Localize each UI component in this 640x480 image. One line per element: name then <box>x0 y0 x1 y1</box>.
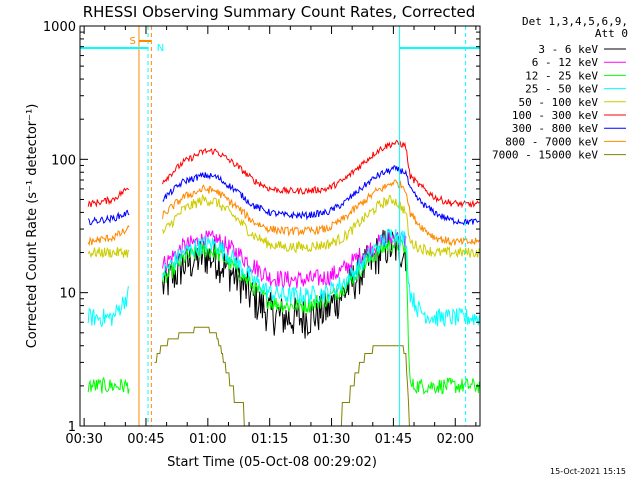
y-tick-label-2: 100 <box>51 153 76 168</box>
series-line-4-seg-0 <box>87 246 130 259</box>
plot-area <box>87 139 480 426</box>
legend-header-1: Det 1,3,4,5,6,9, <box>522 15 628 28</box>
footer-timestamp: 15-Oct-2021 15:15 <box>550 467 626 476</box>
series-line-7-seg-0 <box>87 224 130 247</box>
y-tick-label-1: 10 <box>59 287 76 302</box>
x-tick-label-4: 01:30 <box>313 432 350 447</box>
legend-label-0: 3 - 6 keV <box>538 43 598 56</box>
legend-label-7: 800 - 7000 keV <box>505 135 598 148</box>
legend-label-1: 6 - 12 keV <box>532 56 599 69</box>
x-tick-label-3: 01:15 <box>251 432 288 447</box>
y-tick-label-3: 1000 <box>43 20 76 35</box>
chart-title: RHESSI Observing Summary Count Rates, Co… <box>83 3 476 21</box>
series-line-7-seg-1 <box>162 179 480 247</box>
x-tick-label-2: 01:00 <box>189 432 226 447</box>
legend-label-6: 300 - 800 keV <box>512 122 598 135</box>
legend-label-3: 25 - 50 keV <box>525 83 598 96</box>
series-line-2-seg-0 <box>87 376 130 394</box>
legend-label-2: 12 - 25 keV <box>525 69 598 82</box>
series-line-4-seg-1 <box>162 193 480 259</box>
series-line-1-seg-0 <box>162 230 407 290</box>
series-line-3-seg-1 <box>162 228 480 327</box>
x-axis-label: Start Time (05-Oct-08 00:29:02) <box>167 455 377 470</box>
y-tick-label-0: 1 <box>68 420 76 435</box>
series-line-6-seg-0 <box>87 209 130 226</box>
series-line-2-seg-1 <box>162 236 480 395</box>
marker-layer: SN <box>80 26 480 426</box>
plot-frame <box>79 25 481 427</box>
legend-header-2: Att 0 <box>595 27 628 40</box>
tick-layer: 00:30 00:45 01:00 01:15 01:30 01:45 02:00 1 10 10… <box>43 20 480 447</box>
legend-label-4: 50 - 100 keV <box>519 96 599 109</box>
series-line-8-seg-0 <box>154 326 480 426</box>
x-tick-label-1: 00:45 <box>127 432 164 447</box>
series-line-5-seg-0 <box>87 187 130 208</box>
y-axis-label: Corrected Count Rate (s⁻¹ detector⁻¹) <box>25 104 40 349</box>
series-line-3-seg-0 <box>87 286 130 328</box>
x-tick-label-0: 00:30 <box>65 432 102 447</box>
series-line-6-seg-1 <box>162 165 480 226</box>
series-line-5-seg-1 <box>162 139 480 209</box>
saa-label: S <box>129 36 135 47</box>
x-tick-label-5: 01:45 <box>375 432 412 447</box>
night-label: N <box>157 43 164 54</box>
legend-label-5: 100 - 300 keV <box>512 109 598 122</box>
legend-label-8: 7000 - 15000 keV <box>492 149 598 162</box>
x-tick-label-6: 02:00 <box>437 432 474 447</box>
